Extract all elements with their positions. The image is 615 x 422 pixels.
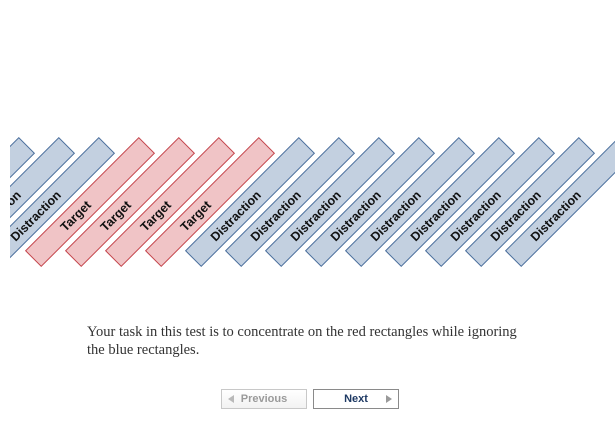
stimulus-bars: DistractionDistractionDistractionTargetT… [10, 136, 615, 268]
next-button[interactable]: Next [313, 389, 399, 409]
distraction-bar: Distraction [10, 136, 36, 268]
target-bar: Target [64, 136, 196, 268]
next-button-label: Next [344, 393, 368, 405]
arrow-right-icon [386, 395, 392, 403]
previous-button-label: Previous [240, 393, 288, 405]
instructions-text: Your task in this test is to concentrate… [87, 324, 517, 358]
previous-button[interactable]: Previous [221, 389, 307, 409]
arrow-left-icon [228, 395, 234, 403]
